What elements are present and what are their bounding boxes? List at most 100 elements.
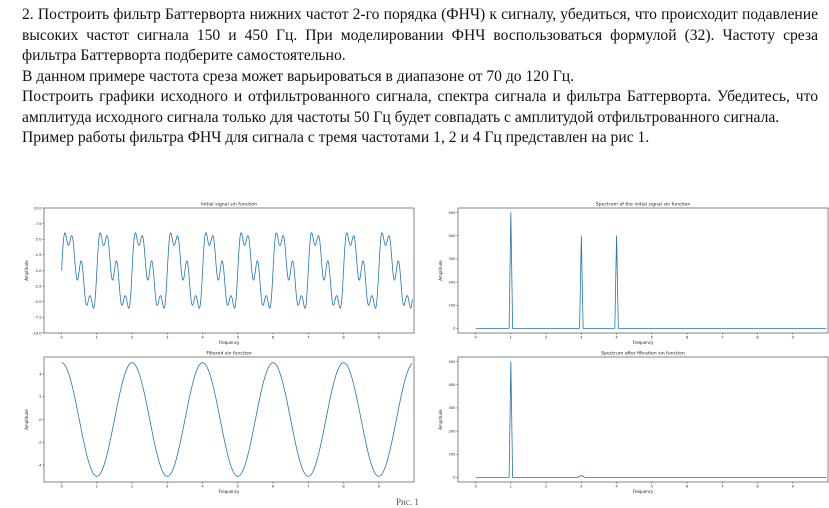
chart-title: Spectrum of the initial signal sin funct… [596,202,691,208]
paragraph-cutoff: В данном примере частота среза может вар… [22,67,575,85]
chart-initial-signal: Initial signal sin function 0 1 2 3 4 5 6 7 8 9 -10… [22,199,422,347]
y-axis-label: Amplitude [24,409,29,430]
chart-svg: Spectrum after filtration sin function 0 1… [438,351,829,494]
y-tick-label: 0 [39,418,42,422]
assignment-text: 2. Построить фильтр Баттерворта нижних ч… [22,5,818,149]
x-tick-label: 8 [756,336,759,340]
x-tick-label: 7 [307,336,310,340]
chart-svg: Spectrum of the initial signal sin funct… [438,202,829,345]
x-tick-label: 4 [615,485,618,489]
x-tick-label: 3 [580,485,583,489]
series-line [61,232,413,309]
x-tick-label: 8 [342,336,345,340]
x-tick-label: 0 [60,336,63,340]
y-tick-label: 2 [39,395,41,399]
x-tick-label: 4 [201,336,204,340]
plot-frame [43,207,415,334]
x-tick-label: 0 [474,336,477,340]
x-tick-label: 7 [721,336,724,340]
y-axis-label: Amplitude [438,409,443,430]
x-tick-label: 8 [756,485,759,489]
x-tick-label: 2 [131,336,133,340]
x-tick-label: 1 [510,485,512,489]
x-tick-label: 5 [237,336,240,340]
x-tick-label: 4 [615,336,618,340]
y-tick-label: 500 [448,211,456,215]
x-axis-label: Frequency [219,340,240,345]
y-tick-label: 300 [448,257,456,261]
x-tick-label: 6 [272,336,275,340]
chart-initial-spectrum: Spectrum of the initial signal sin funct… [436,199,829,347]
x-axis-label: Frequency [633,340,654,345]
x-axis-label: Frequency [219,489,240,494]
x-tick-label: 6 [272,485,275,489]
y-axis-label: Amplitude [438,260,443,281]
x-tick-label: 7 [307,485,310,489]
chart-svg: Filtered sin function 0 1 2 3 4 5 6 7 8 9 -4 -2 0 2 4 Fr… [24,351,415,494]
y-tick-label: 4 [39,372,42,376]
paragraph-example: Пример работы фильтра ФНЧ для сигнала с … [22,129,650,146]
y-tick-label: 7.5 [36,222,43,226]
x-tick-label: 7 [721,485,724,489]
x-tick-label: 1 [96,336,98,340]
y-tick-label: 100 [448,304,456,308]
y-tick-label: -4 [38,463,42,467]
chart-title: Spectrum after filtration sin function [601,351,685,357]
x-tick-label: 3 [166,485,169,489]
x-tick-label: 6 [686,336,689,340]
paragraph-task: 2. Построить фильтр Баттерворта нижних ч… [22,6,818,64]
x-tick-label: 5 [237,485,240,489]
x-tick-label: 9 [378,336,381,340]
plot-frame [457,207,829,334]
y-tick-label: 0.0 [36,269,43,273]
x-axis-label: Frequency [633,489,654,494]
x-tick-label: 5 [651,485,654,489]
y-tick-label: 500 [448,360,456,364]
y-tick-label: 400 [448,383,456,387]
y-tick-label: 0 [453,327,456,331]
chart-title: Initial signal sin function [201,202,257,208]
x-tick-label: 5 [651,336,654,340]
y-tick-label: -2.5 [34,284,42,288]
x-tick-label: 8 [342,485,345,489]
x-tick-label: 4 [201,485,204,489]
plot-frame [43,356,415,483]
x-tick-label: 1 [510,336,512,340]
y-tick-label: 5.0 [36,238,43,242]
chart-filtered-spectrum: Spectrum after filtration sin function 0 1… [436,348,829,496]
x-tick-label: 2 [545,485,547,489]
x-tick-label: 0 [60,485,63,489]
x-tick-label: 6 [686,485,689,489]
y-tick-label: 0 [453,476,456,480]
series-line [475,361,827,478]
y-tick-label: 200 [448,280,456,284]
x-tick-label: 3 [580,336,583,340]
plot-frame [457,356,829,483]
chart-title: Filtered sin function [206,351,251,357]
x-tick-label: 2 [131,485,133,489]
y-tick-label: -2 [38,441,42,445]
y-tick-label: 100 [448,453,456,457]
paragraph-plots: Построить графики исходного и отфильтров… [22,88,818,126]
y-axis-label: Amplitude [24,260,29,281]
x-tick-label: 3 [166,336,169,340]
x-tick-label: 1 [96,485,98,489]
y-tick-label: 10.0 [33,206,42,210]
x-tick-label: 9 [378,485,381,489]
y-tick-label: 2.5 [36,253,43,257]
series-line [61,362,413,477]
y-tick-label: -10.0 [32,331,42,335]
chart-svg: Initial signal sin function 0 1 2 3 4 5 6 7 8 9 -10… [24,202,415,345]
y-tick-label: -7.5 [34,316,42,320]
figure-caption: Рис. 1 [396,497,419,507]
y-tick-label: 300 [448,406,456,410]
y-tick-label: -5.0 [34,300,42,304]
y-tick-label: 200 [448,429,456,433]
chart-filtered-signal: Filtered sin function 0 1 2 3 4 5 6 7 8 9 -4 -2 0 2 4 Fr… [22,348,422,496]
series-line [475,212,827,329]
y-tick-label: 400 [448,234,456,238]
x-tick-label: 0 [474,485,477,489]
x-tick-label: 9 [792,336,795,340]
x-tick-label: 9 [792,485,795,489]
x-tick-label: 2 [545,336,547,340]
